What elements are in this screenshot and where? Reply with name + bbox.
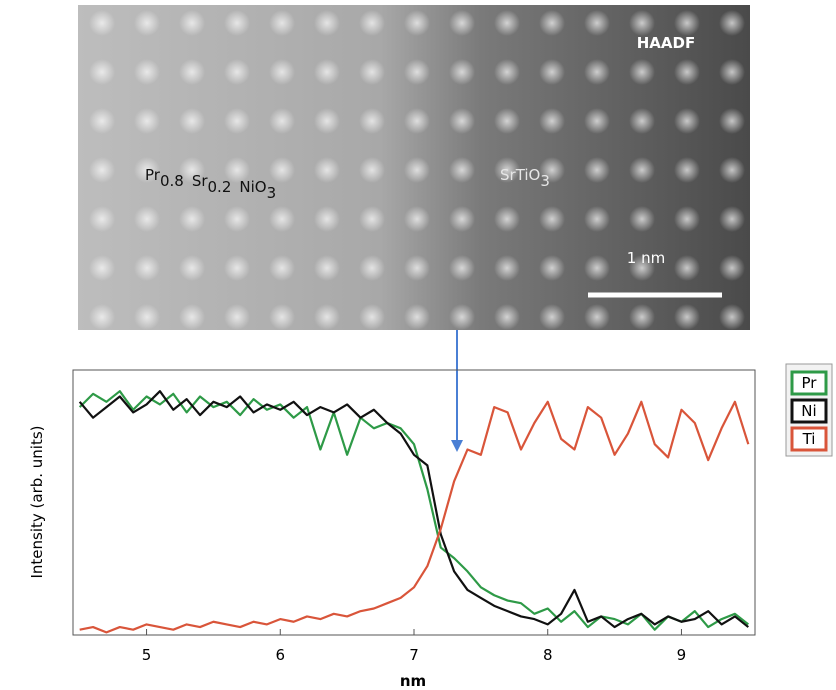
formula-subscript: 0.8 — [160, 172, 184, 190]
x-tick-label: 7 — [409, 646, 419, 664]
legend-label: Ni — [801, 402, 816, 420]
formula-part: Sr — [192, 172, 209, 190]
legend-label: Pr — [802, 374, 818, 392]
x-tick-label: 5 — [142, 646, 152, 664]
plot-frame — [72, 369, 756, 636]
atom-columns — [78, 5, 750, 330]
x-tick-label: 9 — [677, 646, 687, 664]
series-line — [78, 390, 749, 629]
material-label: SrTiO3 — [500, 166, 550, 190]
x-axis-label: nm — [400, 672, 426, 690]
x-tick-label: 6 — [276, 646, 286, 664]
formula-subscript: 3 — [267, 184, 277, 202]
formula-subscript: 0.2 — [208, 178, 232, 196]
formula-part: SrTiO — [500, 166, 540, 184]
legend-entries: Pr Ni Ti — [790, 370, 828, 452]
y-axis-label: Intensity (arb. units) — [28, 425, 46, 578]
legend-swatch — [790, 398, 828, 424]
material-label: Pr0.8 Sr0.2 NiO3 — [145, 166, 276, 202]
arrow-head — [451, 440, 463, 452]
scale-bar-label: 1 nm — [627, 249, 665, 267]
formula-part: NiO — [239, 178, 266, 196]
legend-label: Ti — [802, 430, 816, 448]
legend-swatch — [790, 370, 828, 396]
formula-part: Pr — [145, 166, 161, 184]
image-label: HAADF — [637, 34, 695, 52]
series-line — [79, 400, 750, 634]
x-tick-label: 8 — [543, 646, 553, 664]
series-line — [78, 390, 749, 631]
formula-subscript: 3 — [540, 172, 550, 190]
legend-swatch — [790, 426, 828, 452]
